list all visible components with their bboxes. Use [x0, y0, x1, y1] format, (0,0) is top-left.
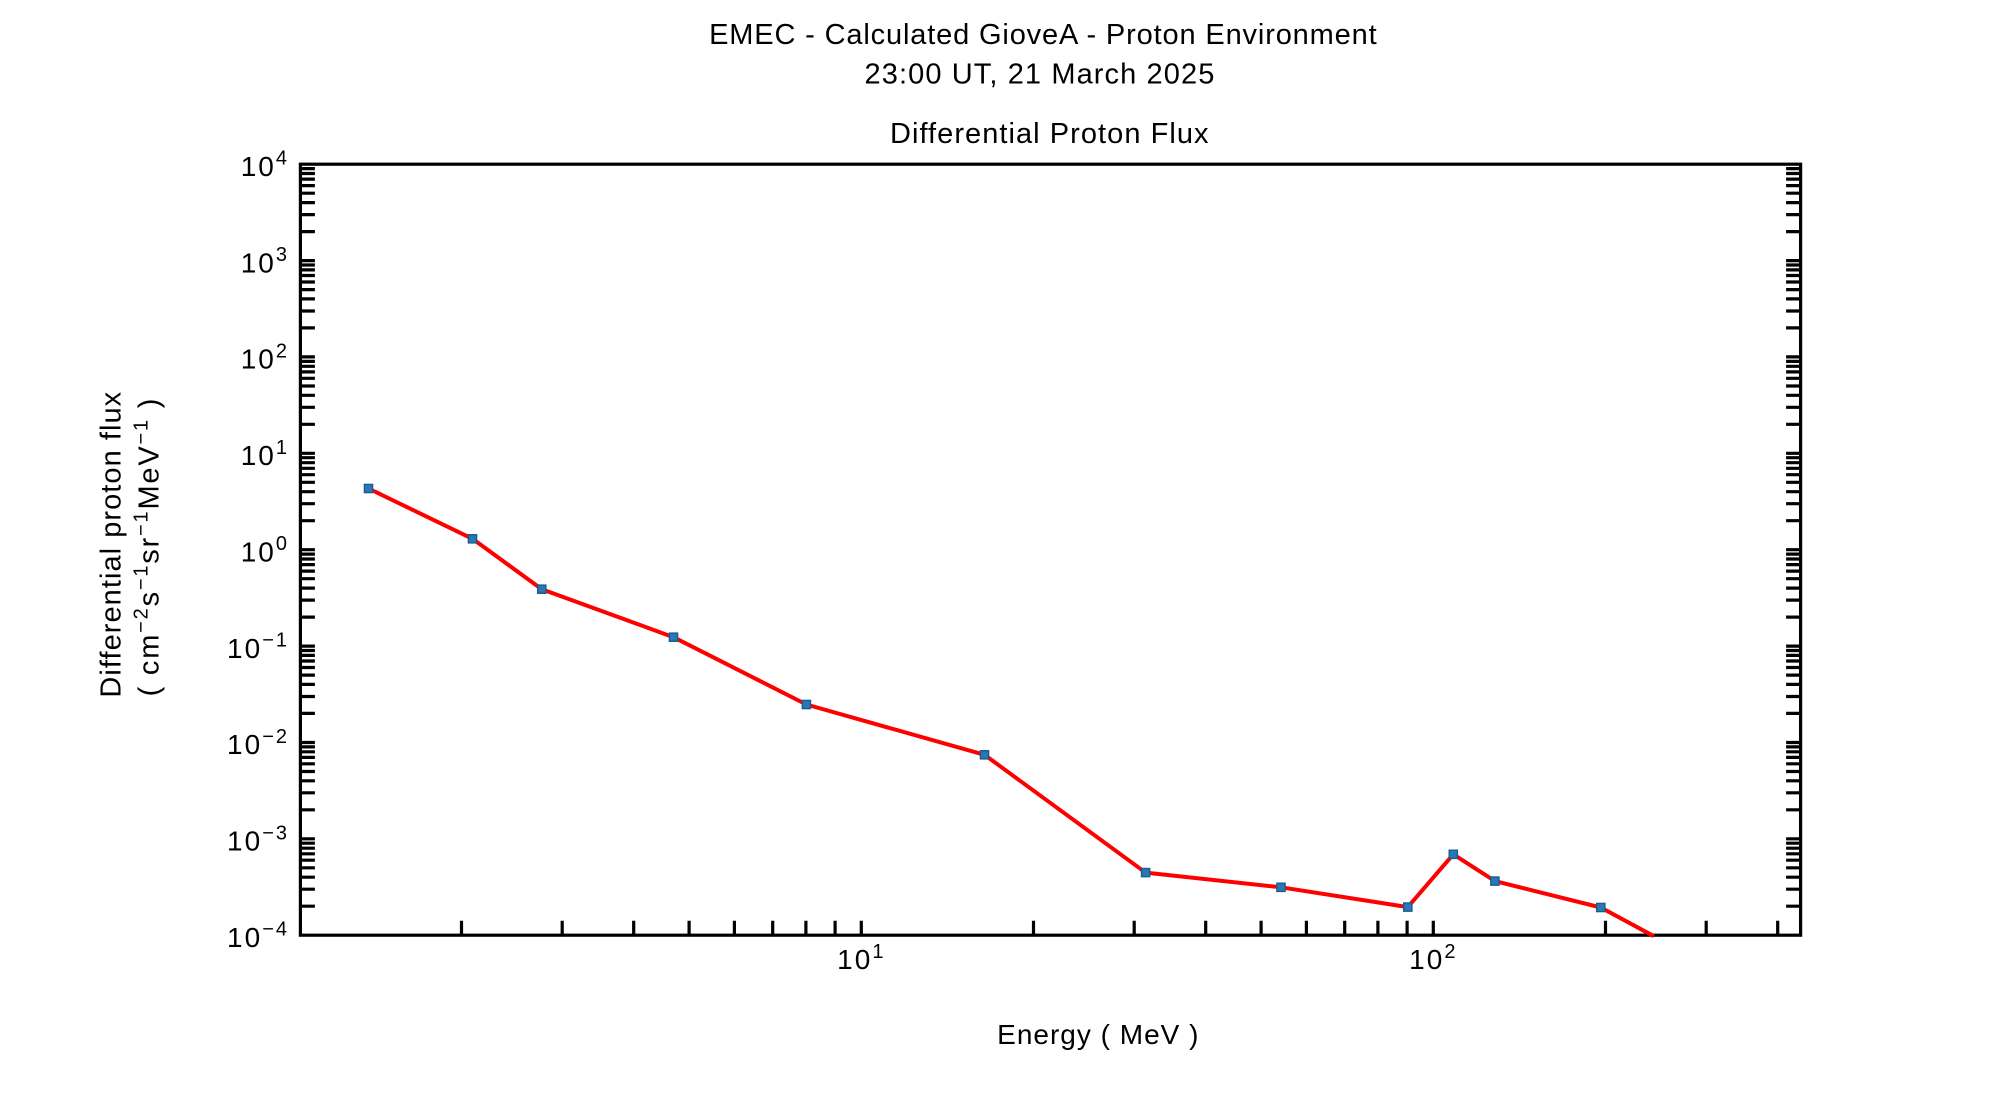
svg-text:( cm−2s−1sr−1MeV−1 ): ( cm−2s−1sr−1MeV−1 ): [130, 397, 165, 697]
svg-text:23:00 UT, 21 March 2025: 23:00 UT, 21 March 2025: [865, 58, 1216, 90]
svg-text:Differential proton flux: Differential proton flux: [96, 391, 128, 698]
svg-text:Energy ( MeV ): Energy ( MeV ): [997, 1019, 1199, 1050]
svg-text:EMEC - Calculated GioveA - Pro: EMEC - Calculated GioveA - Proton Enviro…: [709, 19, 1377, 51]
svg-text:Differential Proton Flux: Differential Proton Flux: [890, 118, 1210, 150]
svg-text:101: 101: [837, 941, 885, 975]
